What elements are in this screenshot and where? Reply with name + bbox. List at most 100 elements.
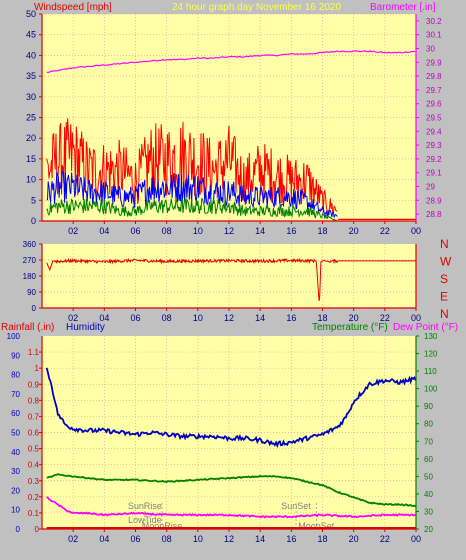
- x-tick-label: 20: [349, 534, 359, 544]
- right-tick-label: 30.2: [426, 17, 442, 26]
- left-tick-label: 360: [23, 240, 37, 249]
- right-tick-label: 28.9: [426, 196, 442, 205]
- x-tick-label: 22: [380, 226, 390, 236]
- x-tick-label: 06: [130, 534, 140, 544]
- x-tick-label: 04: [99, 226, 109, 236]
- right-tick-label: 30: [426, 45, 435, 54]
- wind-series: [46, 50, 416, 222]
- humidity-tick-label: 10: [11, 506, 20, 515]
- humidity-tick-label: 0: [16, 525, 21, 534]
- right-tick-label: 29.5: [426, 114, 442, 123]
- direction-series: [46, 257, 416, 301]
- temperature-line: [46, 473, 417, 508]
- x-tick-label: 20: [349, 313, 359, 323]
- rain-tick-label: 0.4: [28, 461, 40, 470]
- right-tick-label: 29.6: [426, 100, 442, 109]
- event-label: LowTide: [128, 515, 162, 525]
- left-tick-label: 10: [26, 175, 36, 185]
- temperature-tick-label: 80: [424, 420, 433, 429]
- event-label: MoonRise: [142, 521, 183, 531]
- right-tick-label: 30.1: [426, 31, 442, 40]
- right-tick-label: 29.4: [426, 127, 442, 136]
- humidity-tick-label: 50: [11, 429, 20, 438]
- humidity-tick-label: 80: [11, 371, 20, 380]
- x-tick-label: 16: [286, 226, 296, 236]
- compass-label: W: [440, 255, 452, 269]
- temperature-axis-title: Temperature (°F): [312, 322, 388, 333]
- temperature-tick-label: 110: [424, 367, 437, 376]
- rain-tick-label: 0.9: [28, 380, 40, 389]
- x-tick-label: 06: [130, 313, 140, 323]
- right-tick-label: 29.2: [426, 155, 442, 164]
- right-tick-label: 28.8: [426, 210, 442, 219]
- chart-subtitle: 24 hour graph day November 16 2020: [172, 2, 341, 13]
- wind-speed-line: [46, 170, 338, 218]
- right-tick-label: 29.9: [426, 58, 442, 67]
- left-tick-label: 180: [23, 272, 37, 281]
- compass-label: E: [440, 290, 448, 304]
- compass-label: N: [440, 307, 449, 321]
- temperature-tick-label: 50: [424, 472, 433, 481]
- rain-tick-label: 0.2: [28, 493, 40, 502]
- right-tick-label: 29: [426, 183, 435, 192]
- wind-gust-line: [46, 118, 338, 213]
- temperature-tick-label: 70: [424, 437, 433, 446]
- left-tick-label: 0: [31, 216, 36, 226]
- windspeed-axis-title: Windspeed [mph]: [34, 2, 112, 13]
- rain-tick-label: 0.7: [28, 412, 40, 421]
- x-tick-label: 12: [224, 313, 234, 323]
- rain-tick-label: 0.5: [28, 445, 40, 454]
- temperature-axes: 0 0.1 0.2 0.3 0.4 0.5 0.6 0.7 0.8 0.9 1 1.1 0 10 20 30 4…: [7, 332, 438, 544]
- x-tick-label: 08: [162, 226, 172, 236]
- dewpoint-axis-title: Dew Point (°F): [393, 322, 458, 333]
- temperature-tick-label: 30: [424, 507, 433, 516]
- x-tick-label: 08: [162, 534, 172, 544]
- humidity-tick-label: 60: [11, 409, 20, 418]
- x-tick-label: 18: [317, 313, 327, 323]
- temperature-tick-label: 20: [424, 525, 433, 534]
- humidity-tick-label: 40: [11, 448, 20, 457]
- rain-tick-label: 0: [35, 525, 40, 534]
- x-tick-label: 02: [68, 313, 78, 323]
- event-label: SunRise: [128, 501, 162, 511]
- left-tick-label: 90: [27, 288, 36, 297]
- x-tick-label: 08: [162, 313, 172, 323]
- compass-label: N: [440, 237, 449, 251]
- temperature-tick-label: 40: [424, 490, 433, 499]
- left-tick-label: 50: [26, 9, 36, 19]
- wind-axes: 0 5 10 15 20 25 30 35 40 45 50 28.8 28.9 29 29.1 29.2 29…: [26, 9, 442, 236]
- right-tick-label: 29.8: [426, 72, 442, 81]
- x-tick-label: 10: [193, 534, 203, 544]
- humidity-tick-label: 90: [11, 351, 20, 360]
- wind-direction-line: [46, 257, 416, 301]
- x-tick-label: 04: [99, 534, 109, 544]
- right-tick-label: 29.3: [426, 141, 442, 150]
- rain-tick-label: 0.6: [28, 429, 40, 438]
- left-tick-label: 30: [26, 92, 36, 102]
- x-tick-label: 02: [68, 534, 78, 544]
- rain-tick-label: 0.8: [28, 396, 40, 405]
- x-tick-label: 10: [193, 313, 203, 323]
- event-label: MoonSet: [298, 521, 335, 531]
- x-tick-label: 06: [130, 226, 140, 236]
- temperature-tick-label: 90: [424, 402, 433, 411]
- x-tick-label: 00: [411, 313, 421, 323]
- rain-tick-label: 0.3: [28, 477, 40, 486]
- x-tick-label: 16: [286, 534, 296, 544]
- dewpoint-line: [46, 496, 416, 519]
- left-tick-label: 25: [26, 113, 36, 123]
- humidity-tick-label: 100: [7, 332, 21, 341]
- humidity-tick-label: 70: [11, 390, 20, 399]
- rainfall-axis-title: Rainfall (.in): [1, 322, 54, 333]
- event-label: SunSet: [281, 501, 311, 511]
- x-tick-label: 14: [255, 313, 265, 323]
- humidity-tick-label: 30: [11, 467, 20, 476]
- x-tick-label: 18: [317, 534, 327, 544]
- barometer-axis-title: Barometer [.in]: [370, 2, 436, 13]
